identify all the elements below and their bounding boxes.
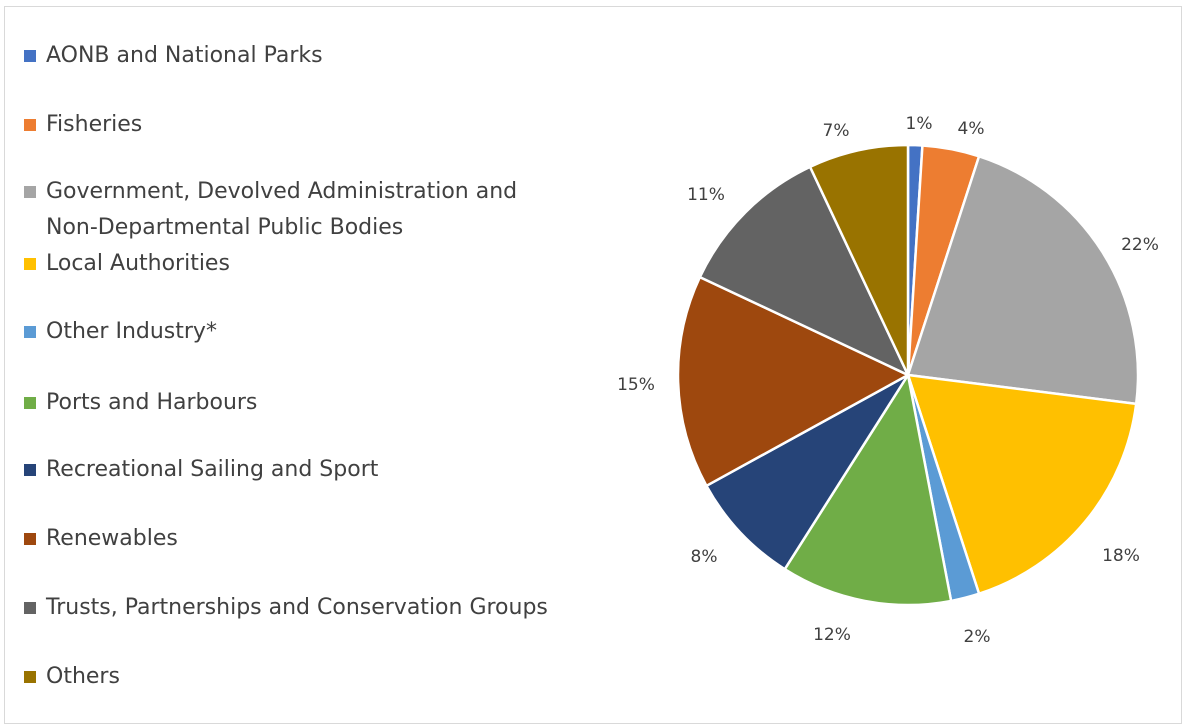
legend-item: AONB and National Parks <box>24 38 323 74</box>
legend-label: Local Authorities <box>46 251 230 276</box>
legend-label: Other Industry* <box>46 319 217 344</box>
legend-label: Fisheries <box>46 112 143 137</box>
slice-data-label: 7% <box>823 121 850 141</box>
slice-data-label: 2% <box>964 627 991 647</box>
legend-label: Renewables <box>46 526 178 551</box>
slice-data-label: 18% <box>1102 546 1140 566</box>
legend-swatch <box>24 464 36 476</box>
legend-item: Renewables <box>24 521 178 557</box>
legend-item: Local Authorities <box>24 246 230 282</box>
legend-swatch <box>24 602 36 614</box>
legend-item: Recreational Sailing and Sport <box>24 452 378 488</box>
legend-label: Trusts, Partnerships and Conservation Gr… <box>46 595 548 620</box>
legend-item: Others <box>24 659 120 695</box>
slice-data-label: 12% <box>813 625 851 645</box>
legend-swatch <box>24 258 36 270</box>
legend-item: Other Industry* <box>24 314 217 350</box>
pie-slice <box>783 373 953 607</box>
legend-item: Trusts, Partnerships and Conservation Gr… <box>24 590 548 626</box>
pie-slice <box>698 165 910 377</box>
legend-item: Government, Devolved Administration and … <box>24 174 517 246</box>
slice-data-label: 22% <box>1121 235 1159 255</box>
legend-label: Government, Devolved Administration and … <box>46 179 518 240</box>
legend-item: Ports and Harbours <box>24 385 257 421</box>
legend-label: Ports and Harbours <box>46 390 258 415</box>
legend-label: Others <box>46 664 120 689</box>
slice-data-label: 8% <box>691 547 718 567</box>
legend-swatch <box>24 119 36 131</box>
pie-slice <box>676 275 910 488</box>
slice-data-label: 4% <box>958 119 985 139</box>
legend-label: Recreational Sailing and Sport <box>46 457 379 482</box>
legend-swatch <box>24 326 36 338</box>
legend-swatch <box>24 186 36 198</box>
legend-item: Fisheries <box>24 107 142 143</box>
slice-data-label: 1% <box>906 114 933 134</box>
legend-swatch <box>24 671 36 683</box>
legend-label: AONB and National Parks <box>46 43 323 68</box>
pie-slice <box>808 143 910 377</box>
legend-swatch <box>24 397 36 409</box>
pie-slice <box>906 155 1140 406</box>
pie-slice <box>705 373 910 571</box>
slice-data-label: 11% <box>687 185 725 205</box>
legend-swatch <box>24 533 36 545</box>
slice-data-label: 15% <box>617 375 655 395</box>
legend-swatch <box>24 50 36 62</box>
pie-slice <box>906 373 1138 595</box>
